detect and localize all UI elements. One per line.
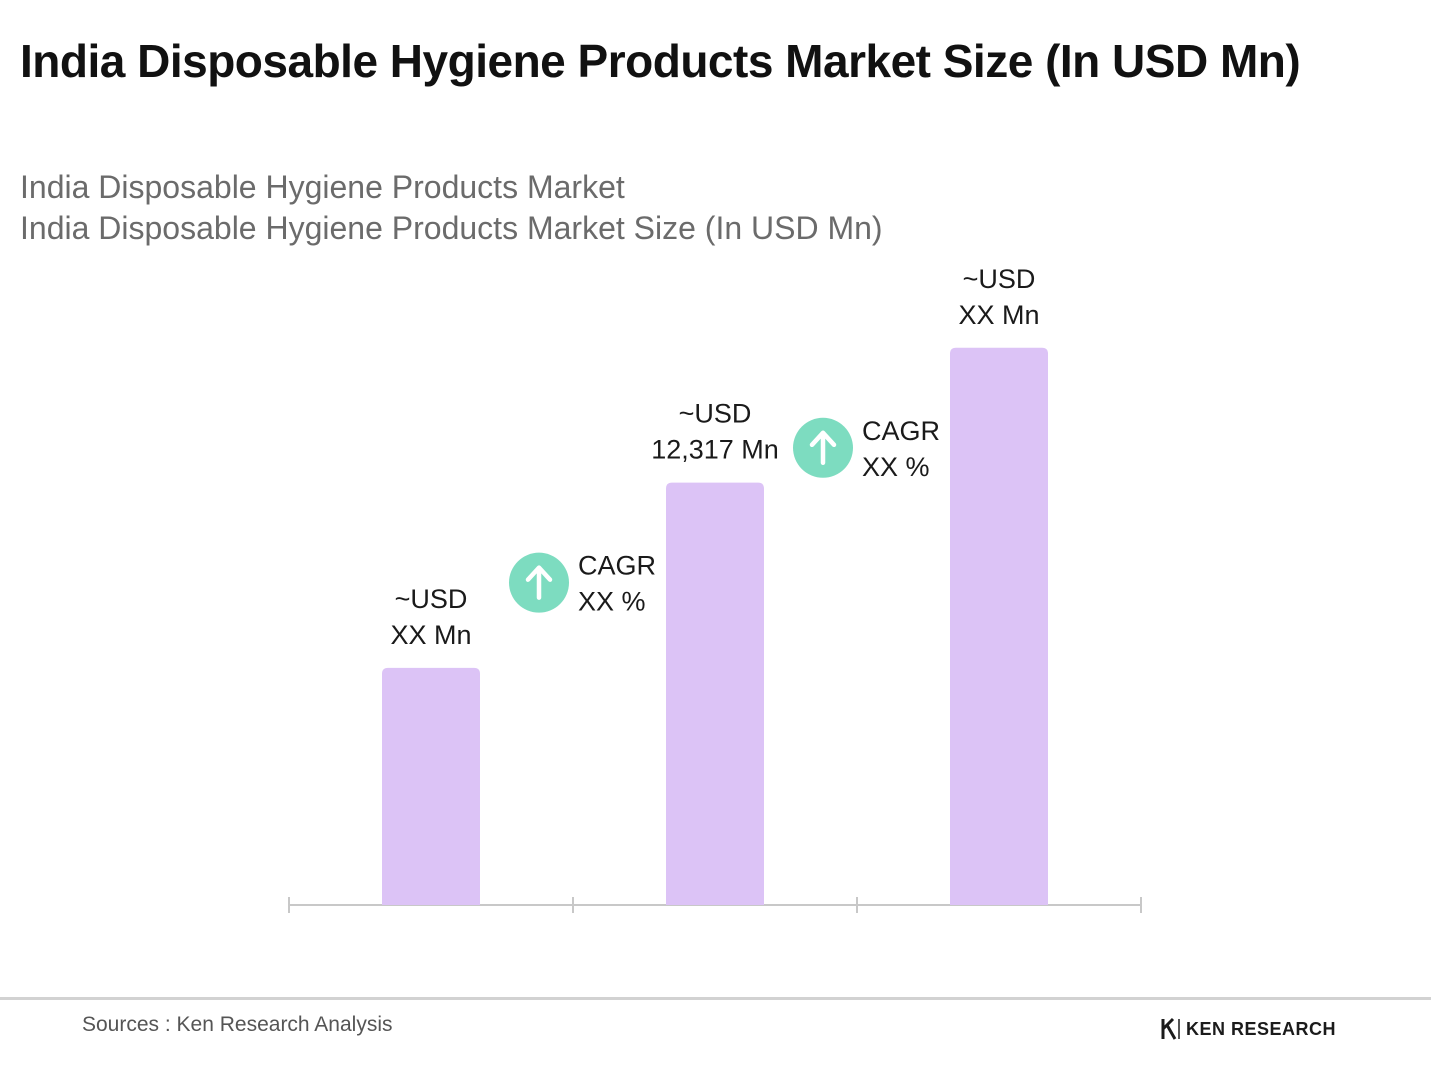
cagr-value: XX % <box>578 587 646 617</box>
source-note: Sources : Ken Research Analysis <box>82 1013 393 1036</box>
brand-name: KEN RESEARCH <box>1186 1018 1337 1039</box>
arrow-up-glyph <box>809 430 837 466</box>
bar <box>382 667 480 905</box>
page-title: India Disposable Hygiene Products Market… <box>20 35 1301 87</box>
cagr-label: CAGR <box>862 416 940 446</box>
footer-divider <box>0 997 1431 1000</box>
bar-value-label: ~USD <box>395 584 468 614</box>
cagr-label: CAGR <box>578 551 656 581</box>
chart-subtitle-line1: India Disposable Hygiene Products Market <box>20 169 625 205</box>
bar-value-label: ~USD <box>963 264 1036 294</box>
chart-subtitle-line2: India Disposable Hygiene Products Market… <box>20 210 883 246</box>
bar <box>666 482 764 905</box>
bar-value-label: XX Mn <box>958 300 1039 330</box>
bar-value-label: 12,317 Mn <box>651 435 779 465</box>
ken-research-logo-icon <box>1161 1017 1180 1040</box>
cagr-value: XX % <box>862 452 930 482</box>
bar-chart: ~USD XX Mn ~USD 12,317 Mn ~USD XX Mn CAGR XX % C… <box>288 264 1142 913</box>
arrow-up-glyph <box>525 565 553 600</box>
bar-value-label: ~USD <box>679 399 752 429</box>
bar <box>950 347 1048 905</box>
bar-value-label: XX Mn <box>390 620 471 650</box>
brand-logo: KEN RESEARCH <box>1160 1016 1336 1042</box>
